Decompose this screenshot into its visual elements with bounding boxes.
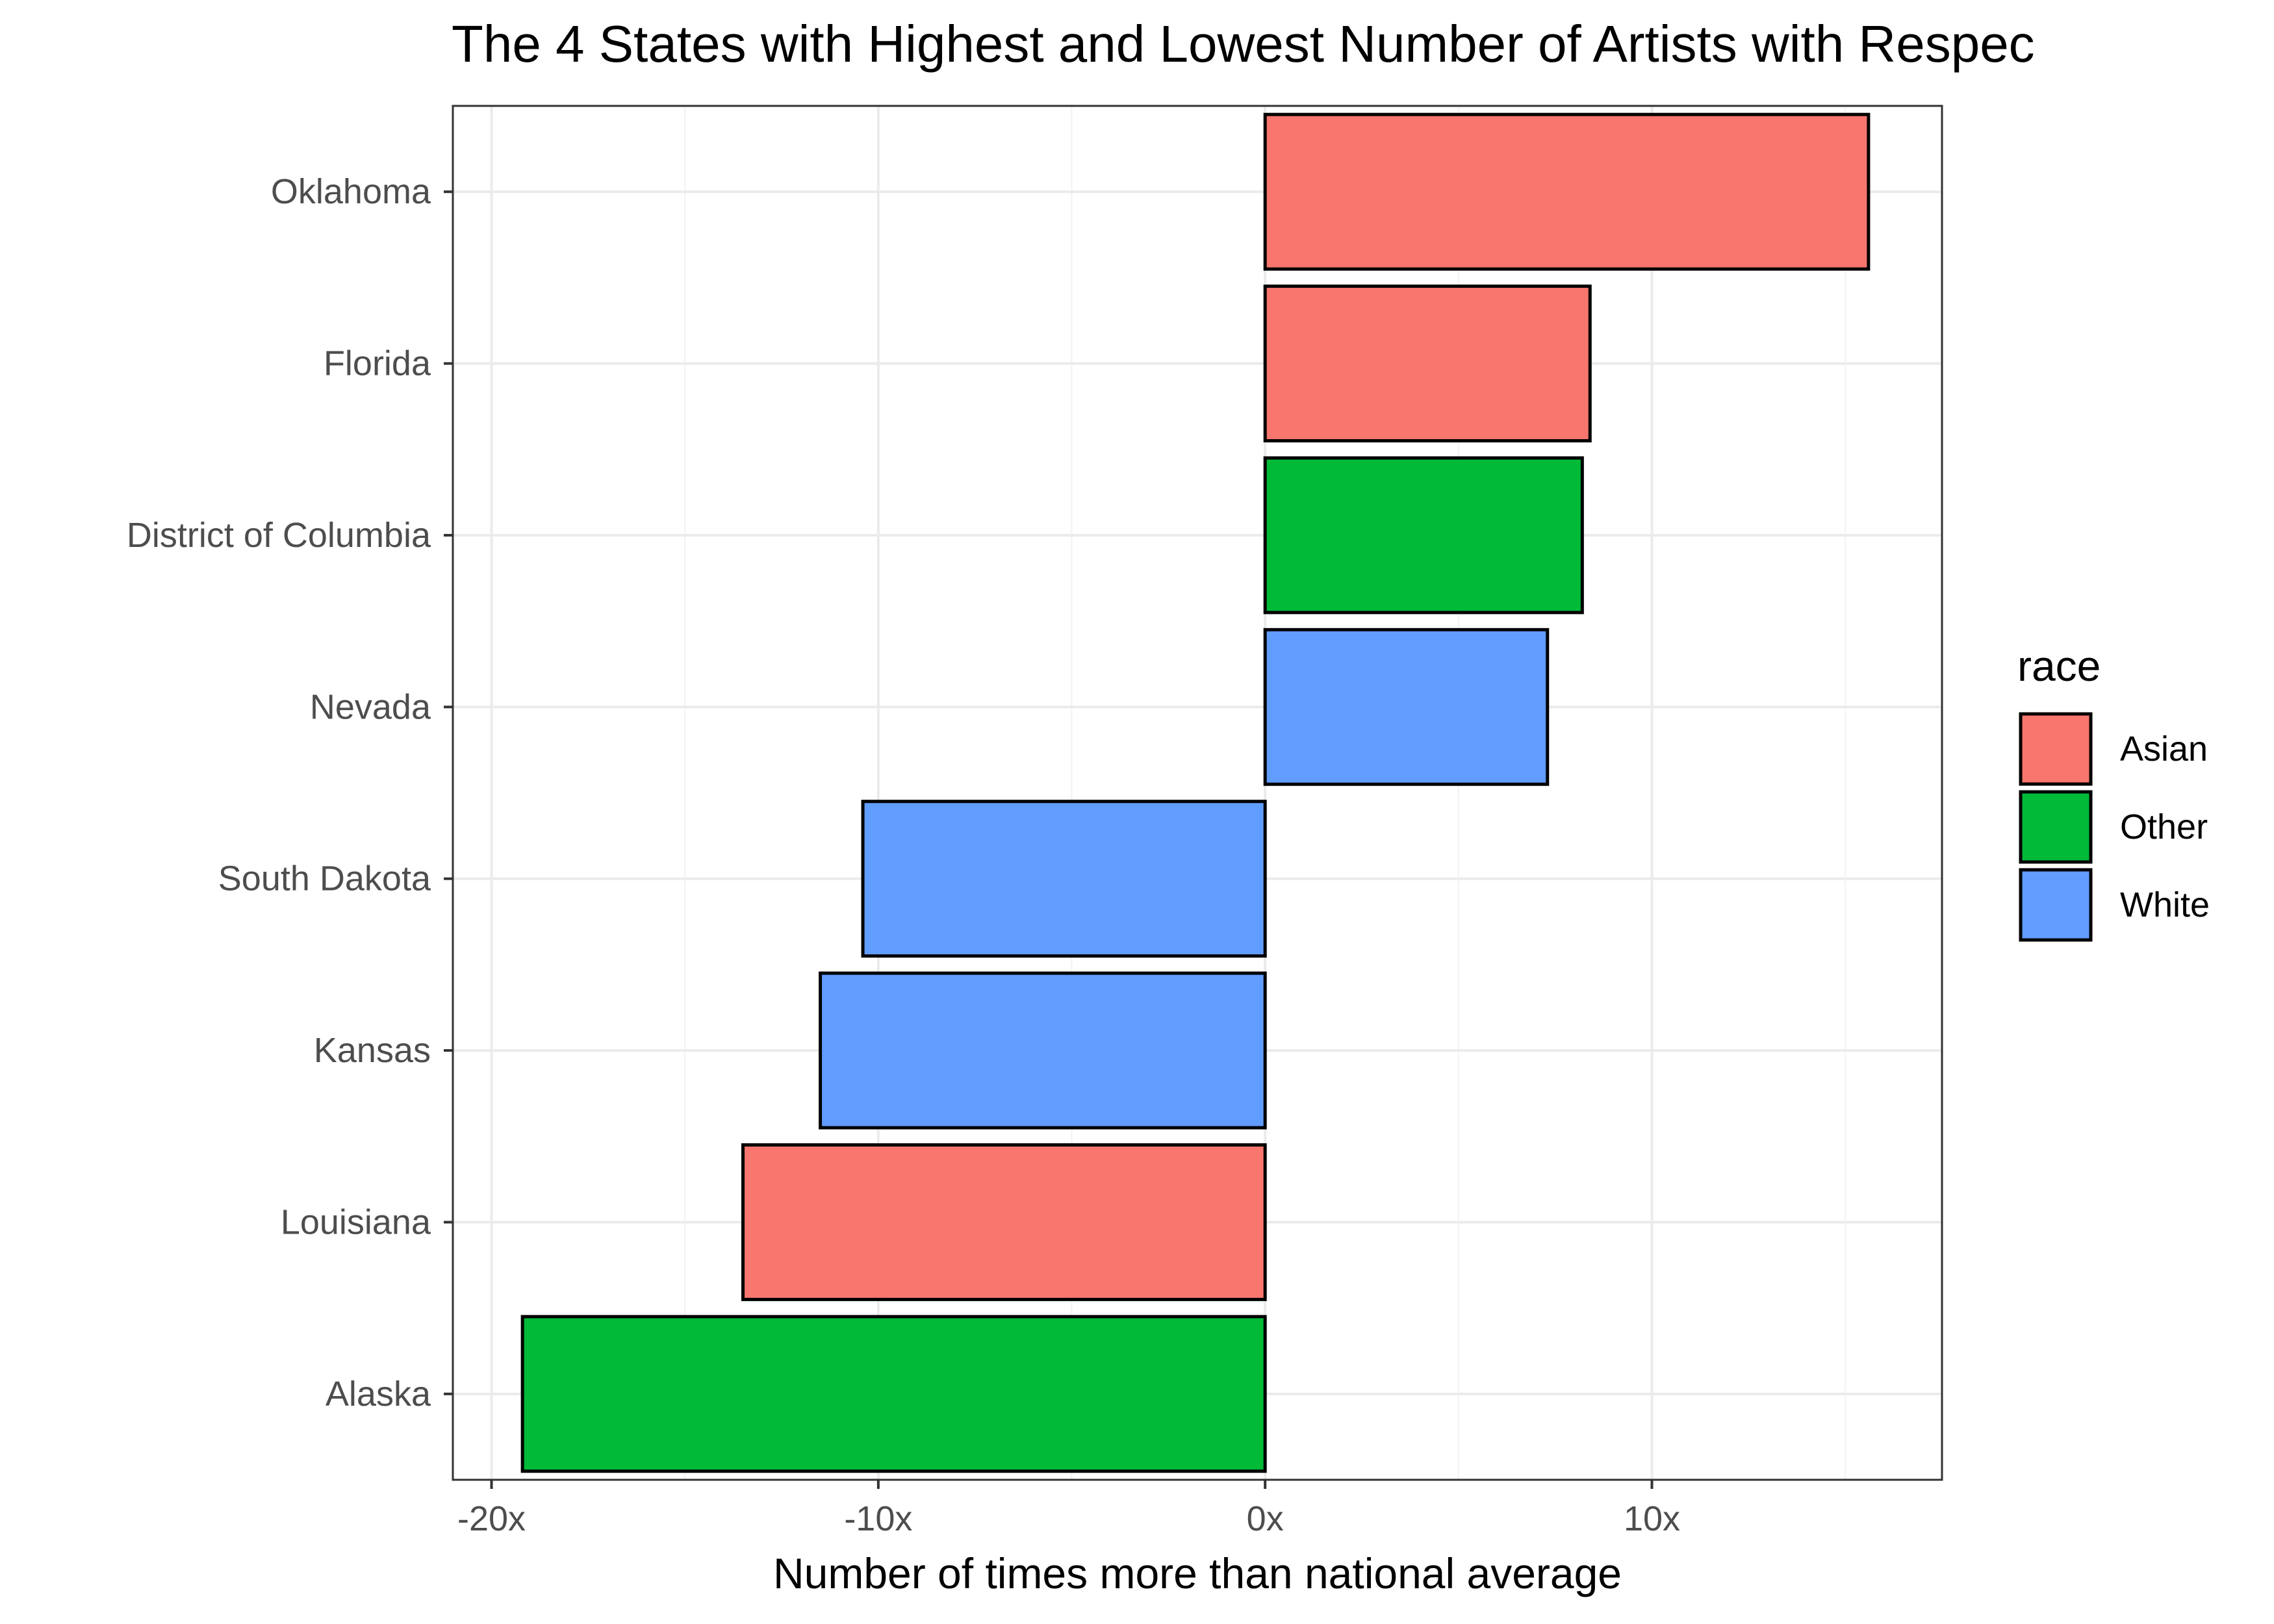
x-tick-label: -20x (457, 1499, 526, 1538)
legend-title: race (2017, 642, 2101, 690)
legend-label-white: White (2120, 885, 2210, 924)
x-axis: -20x -10x 0x 10x (457, 1480, 1680, 1538)
y-tick-label: Kansas (314, 1031, 431, 1070)
y-tick-label: Alaska (326, 1375, 431, 1414)
legend-key-white (2019, 868, 2093, 942)
y-axis: Oklahoma Florida District of Columbia Nevad… (127, 172, 453, 1414)
y-tick-label: Nevada (310, 687, 431, 726)
y-tick-label: Louisiana (281, 1202, 431, 1241)
y-tick-label: District of Columbia (127, 516, 431, 555)
legend-key-other (2019, 790, 2093, 864)
legend-label-asian: Asian (2120, 730, 2208, 768)
legend-label-other: Other (2120, 807, 2208, 846)
bar-south-dakota (861, 800, 1267, 958)
bar-alaska (520, 1315, 1267, 1473)
bar-louisiana (741, 1143, 1267, 1301)
x-tick-label: 0x (1247, 1499, 1284, 1538)
y-tick-label: South Dakota (218, 859, 431, 898)
panel-border (452, 105, 1943, 1481)
bar-florida (1263, 285, 1592, 443)
legend-entries: Asian Other White (2019, 712, 2210, 942)
legend-key-asian (2019, 712, 2093, 786)
bars (520, 112, 1871, 1473)
x-tick-label: 10x (1624, 1499, 1680, 1538)
bar-nevada (1263, 628, 1550, 786)
legend: race Asian Other White (2017, 642, 2210, 942)
bar-kansas (819, 971, 1267, 1130)
x-axis-title: Number of times more than national avera… (773, 1549, 1622, 1597)
bar-oklahoma (1263, 112, 1871, 271)
bar-district-of-columbia (1263, 456, 1584, 615)
y-tick-label: Florida (324, 344, 431, 383)
y-tick-label: Oklahoma (271, 172, 431, 211)
chart-title: The 4 States with Highest and Lowest Num… (452, 15, 2035, 73)
x-tick-label: -10x (844, 1499, 912, 1538)
